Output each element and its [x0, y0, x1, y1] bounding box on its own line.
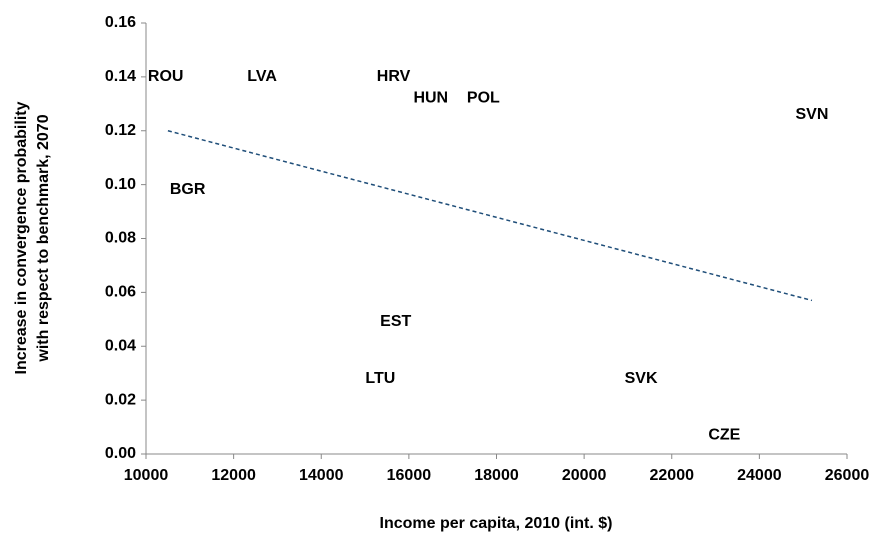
point-label: POL	[467, 90, 500, 107]
trend-line	[167, 130, 813, 302]
x-tick-label: 22000	[650, 467, 695, 484]
y-tick-label: 0.16	[105, 14, 136, 31]
y-tick-label: 0.10	[105, 176, 136, 193]
y-tick-label: 0.00	[105, 445, 136, 462]
y-tick-label: 0.14	[105, 68, 136, 85]
point-label: HRV	[377, 68, 411, 85]
point-label: LTU	[365, 370, 395, 387]
y-axis-title: with respect to benchmark, 2070	[35, 114, 52, 362]
y-tick-label: 0.08	[105, 230, 136, 247]
point-label: CZE	[708, 426, 740, 443]
point-label: HUN	[413, 90, 448, 107]
x-tick-label: 12000	[211, 467, 256, 484]
point-label: SVN	[795, 106, 828, 123]
x-tick-label: 16000	[387, 467, 432, 484]
x-tick-label: 10000	[124, 467, 169, 484]
point-label: ROU	[148, 68, 184, 85]
point-label: LVA	[247, 68, 277, 85]
x-tick-label: 18000	[474, 467, 519, 484]
y-tick-label: 0.12	[105, 122, 136, 139]
x-tick-label: 14000	[299, 467, 344, 484]
point-label: SVK	[625, 370, 658, 387]
point-label: EST	[380, 313, 411, 330]
y-tick-label: 0.04	[105, 337, 136, 354]
y-tick-label: 0.06	[105, 284, 136, 301]
y-tick-label: 0.02	[105, 391, 136, 408]
x-tick-label: 20000	[562, 467, 607, 484]
x-tick-label: 24000	[737, 467, 782, 484]
y-axis-title: Increase in convergence probability	[13, 101, 30, 374]
point-label: BGR	[170, 181, 206, 198]
x-tick-label: 26000	[825, 467, 870, 484]
x-axis-title: Income per capita, 2010 (int. $)	[380, 515, 613, 532]
